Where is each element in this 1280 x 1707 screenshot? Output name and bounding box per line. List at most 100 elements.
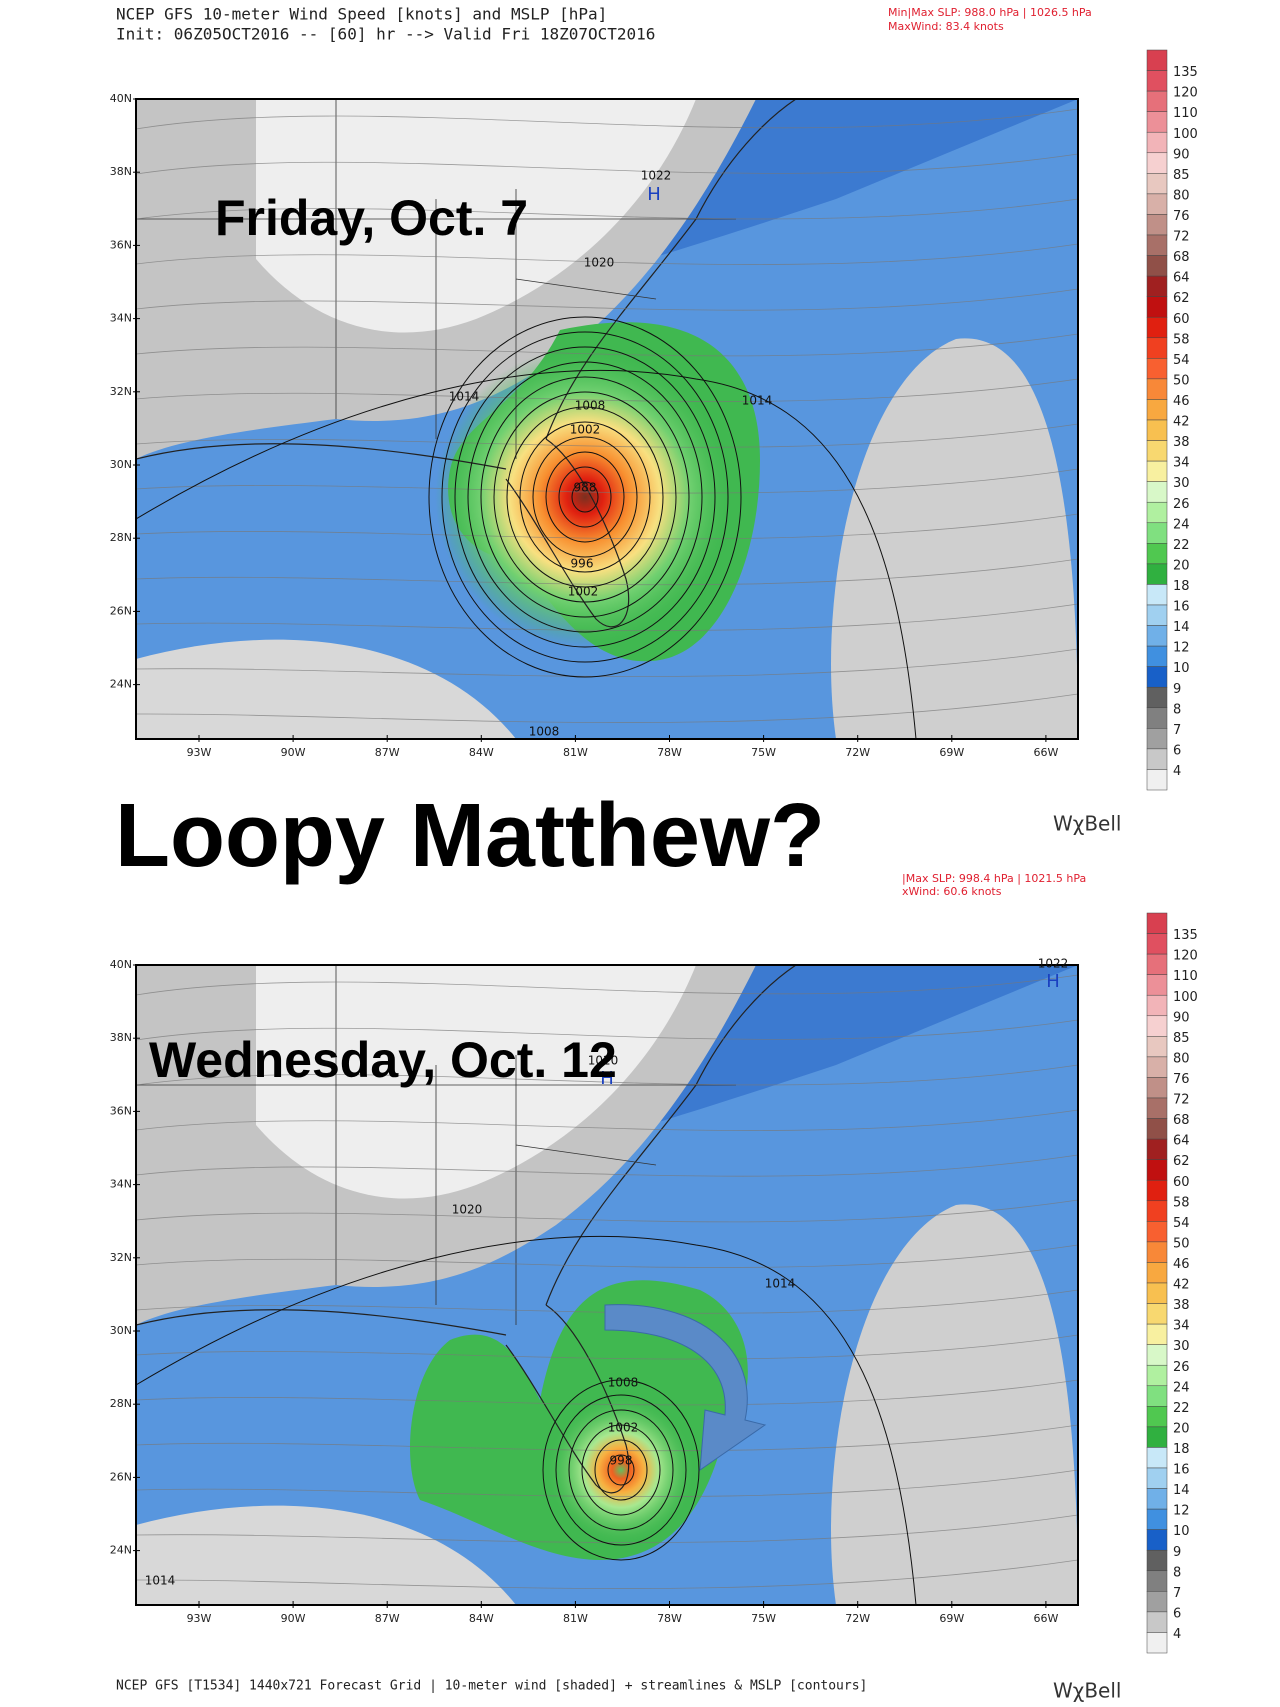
colorbar-cell: [1146, 173, 1168, 195]
colorbar-label: 62: [1173, 291, 1190, 306]
colorbar-label: 62: [1173, 1154, 1190, 1169]
lat-label: 38N: [110, 1031, 132, 1044]
colorbar-label: 90: [1173, 1010, 1190, 1025]
colorbar-cell: [1146, 90, 1168, 112]
colorbar-cell: [1146, 1077, 1168, 1099]
colorbar-cell: [1146, 994, 1168, 1017]
streamline: [136, 1109, 1078, 1131]
colorbar-label: 34: [1173, 456, 1190, 471]
map-info: xWind: 60.6 knots: [902, 885, 1002, 898]
isobar: [493, 391, 677, 603]
lon-label: 66W: [1033, 1612, 1058, 1625]
headline: Loopy Matthew?: [115, 786, 825, 886]
contour-label: 1008: [575, 399, 606, 413]
colorbar-label: 16: [1173, 600, 1190, 615]
isobar: [594, 1439, 648, 1501]
isobar: [441, 331, 729, 663]
streamline: [136, 1514, 1078, 1543]
colorbar-label: 46: [1173, 394, 1190, 409]
colorbar-cell: [1146, 1118, 1168, 1140]
lat-label: 36N: [110, 1104, 132, 1117]
colorbar-cell: [1146, 1611, 1168, 1633]
lon-label: 90W: [281, 746, 306, 759]
colorbar-cell: [1146, 666, 1168, 688]
lat-label: 28N: [110, 1397, 132, 1410]
streamline: [136, 558, 1078, 586]
contour-label: 1020: [452, 1203, 483, 1217]
map-frame: [135, 98, 1079, 740]
colorbar-label: 42: [1173, 1278, 1190, 1293]
colorbar-cell: [1146, 460, 1168, 482]
contour-label: 996: [571, 557, 594, 571]
colorbar-cell: [1146, 111, 1168, 133]
contour-label: 1002: [570, 423, 601, 437]
lon-label: 81W: [563, 1612, 588, 1625]
colorbar-label: 10: [1173, 661, 1190, 676]
colorbar-label: 58: [1173, 332, 1190, 347]
isobar: [454, 346, 716, 648]
colorbar-label: 10: [1173, 1524, 1190, 1539]
colorbar-label: 42: [1173, 415, 1190, 430]
colorbar-cell: [1146, 49, 1168, 71]
lon-label: 75W: [751, 746, 776, 759]
lon-label: 87W: [375, 746, 400, 759]
colorbar-cell: [1146, 912, 1168, 934]
lat-label: 34N: [110, 1178, 132, 1191]
colorbar-cell: [1146, 193, 1168, 215]
colorbar-label: 120: [1173, 86, 1198, 101]
lon-label: 75W: [751, 1612, 776, 1625]
lat-label: 36N: [110, 238, 132, 251]
colorbar-cell: [1146, 1303, 1168, 1325]
colorbar-label: 110: [1173, 106, 1198, 121]
streamline: [136, 153, 1078, 175]
header-init: Init: 06Z05OCT2016 -- [60] hr --> Valid …: [116, 25, 655, 44]
colorbar-cell: [1146, 1426, 1168, 1448]
colorbar-label: 24: [1173, 1380, 1190, 1395]
streamline: [136, 1379, 1078, 1406]
colorbar-label: 30: [1173, 1339, 1190, 1354]
streamline: [136, 693, 1078, 723]
colorbar-cell: [1146, 70, 1168, 92]
isobar: [506, 406, 664, 588]
map-info: |Max SLP: 998.4 hPa | 1021.5 hPa: [902, 872, 1086, 885]
streamline: [136, 1424, 1078, 1452]
colorbar-cell: [1146, 686, 1168, 709]
colorbar-label: 12: [1173, 641, 1190, 656]
colorbar-label: 68: [1173, 250, 1190, 265]
colorbar-cell: [1146, 316, 1168, 339]
lat-label: 32N: [110, 1251, 132, 1264]
storm-core: [435, 347, 735, 647]
colorbar-cell: [1146, 1323, 1168, 1345]
colorbar-cell: [1146, 337, 1168, 359]
colorbar-label: 90: [1173, 147, 1190, 162]
streamline: [136, 1019, 1078, 1041]
colorbar-cell: [1146, 234, 1168, 256]
footer: NCEP GFS [T1534] 1440x721 Forecast Grid …: [116, 1679, 867, 1694]
isobar: [519, 421, 651, 573]
colorbar-label: 16: [1173, 1463, 1190, 1478]
colorbar-cell: [1146, 728, 1168, 750]
colorbar-cell: [1146, 1529, 1168, 1551]
colorbar-label: 9: [1173, 682, 1181, 697]
brand: WχBell: [1053, 812, 1121, 836]
colorbar-cell: [1146, 604, 1168, 626]
streamline: [136, 1154, 1078, 1177]
lat-label: 40N: [110, 958, 132, 971]
land-calm: [256, 99, 696, 333]
isobar: [558, 466, 612, 528]
colorbar-cell: [1146, 974, 1168, 996]
colorbar-cell: [1146, 1262, 1168, 1284]
lon-label: 84W: [469, 1612, 494, 1625]
colorbar-cell: [1146, 707, 1168, 729]
streamline: [136, 378, 1078, 402]
colorbar-label: 38: [1173, 1298, 1190, 1313]
streamline: [136, 974, 1078, 996]
contour-label: 1022: [641, 169, 672, 183]
colorbar-label: 60: [1173, 312, 1190, 327]
isobar: [545, 451, 625, 543]
lon-label: 90W: [281, 1612, 306, 1625]
colorbar-label: 6: [1173, 1606, 1181, 1621]
colorbar-label: 64: [1173, 271, 1190, 286]
contour-label: 1002: [608, 1421, 639, 1435]
